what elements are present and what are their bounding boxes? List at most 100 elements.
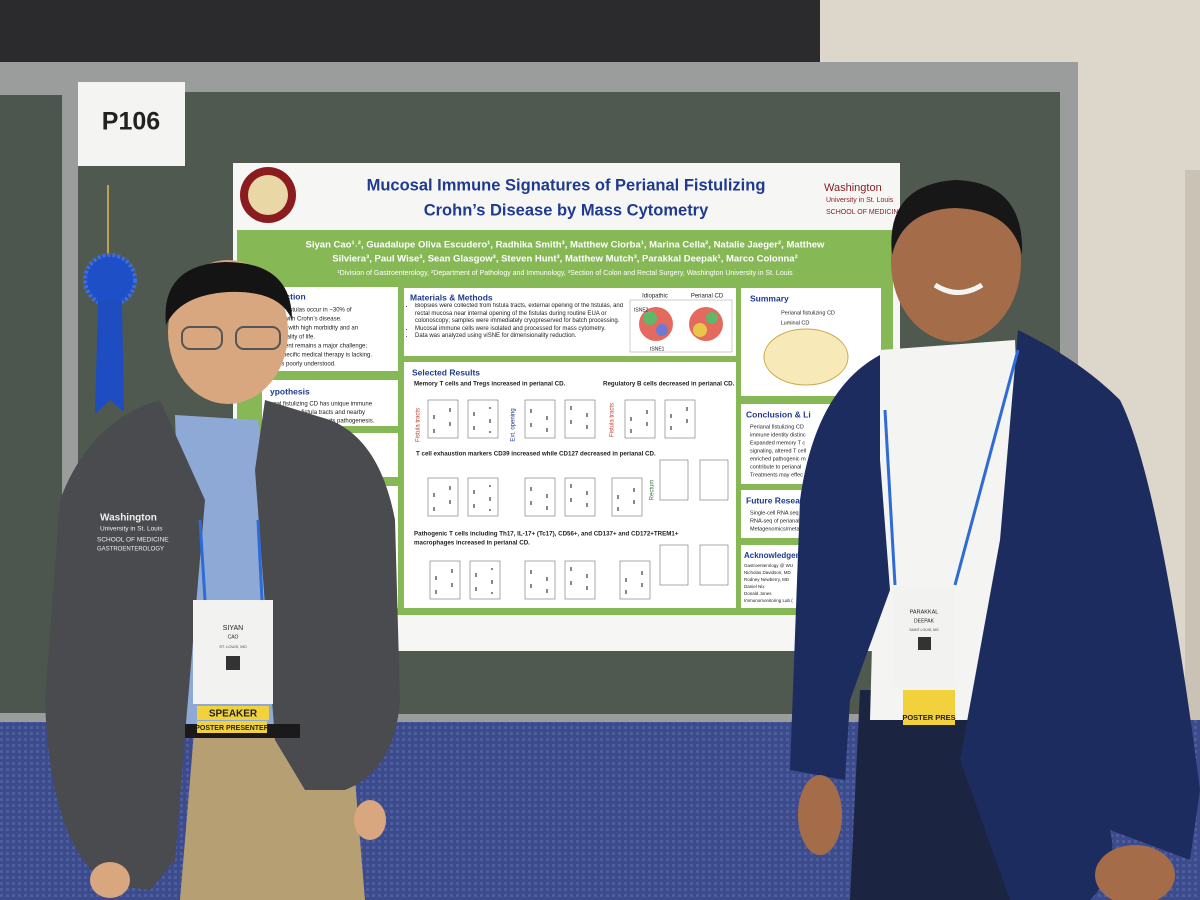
mini-dot bbox=[530, 572, 532, 574]
mini-dot bbox=[570, 583, 572, 585]
poster-authors: Silviera³, Paul Wise³, Sean Glasgow³, St… bbox=[332, 254, 798, 265]
mini-dot bbox=[530, 425, 532, 427]
board-number-card bbox=[78, 82, 185, 166]
conclusion-heading: Conclusion & Li bbox=[746, 409, 811, 419]
mini-dot bbox=[586, 505, 588, 507]
text-line: specific medical therapy is lacking. bbox=[280, 353, 372, 359]
mini-dot bbox=[617, 507, 619, 509]
mini-dot bbox=[449, 488, 451, 490]
text-line: Nicholas Davidson, MD bbox=[744, 570, 792, 575]
poster-logo: University in St. Louis bbox=[826, 197, 894, 204]
smile bbox=[933, 282, 984, 295]
mini-dot bbox=[586, 413, 588, 415]
badge-ribbon-text: POSTER PRESENTER bbox=[195, 725, 269, 732]
text-line: RNA-seq of perianal bbox=[750, 518, 800, 524]
mini-dot bbox=[617, 495, 619, 497]
mini-plot bbox=[564, 399, 596, 439]
poster-logo: SCHOOL OF MEDICINE bbox=[826, 209, 903, 216]
results-row-label: Rectum bbox=[650, 480, 656, 501]
mini-dot bbox=[489, 497, 491, 499]
mini-plot bbox=[659, 459, 689, 501]
mini-plot bbox=[524, 399, 556, 439]
lanyard bbox=[883, 409, 897, 586]
mini-dot bbox=[570, 422, 572, 424]
lanyard bbox=[953, 349, 1020, 586]
mini-dot bbox=[570, 567, 572, 569]
mini-plot bbox=[659, 544, 689, 586]
mini-plot bbox=[467, 477, 499, 517]
mini-dot bbox=[633, 500, 635, 502]
mini-dot bbox=[546, 494, 548, 496]
mini-dot bbox=[530, 584, 532, 586]
mini-dot bbox=[546, 589, 548, 591]
mini-dot bbox=[449, 422, 451, 424]
text-line: quality of life. bbox=[280, 335, 315, 341]
mini-dot bbox=[546, 496, 548, 498]
tsne-axis: tSNE1 bbox=[650, 346, 665, 352]
tsne-cluster bbox=[656, 324, 668, 336]
mini-dot bbox=[491, 580, 493, 582]
ribbon-rosette bbox=[83, 253, 137, 307]
poster-authors: Siyan Cao¹˒², Guadalupe Oliva Escudero¹,… bbox=[306, 240, 826, 251]
mini-dot bbox=[449, 500, 451, 502]
mini-dot bbox=[641, 583, 643, 585]
mini-dot bbox=[433, 429, 435, 431]
mini-dot bbox=[617, 497, 619, 499]
results-finding: Pathogenic T cells including Th17, IL-17… bbox=[414, 531, 679, 538]
mini-dot bbox=[633, 490, 635, 492]
hand bbox=[90, 862, 130, 898]
mini-dot bbox=[686, 421, 688, 423]
badge-city: ST. LOUIS, MO bbox=[219, 644, 247, 649]
mini-dot bbox=[570, 486, 572, 488]
mini-plot bbox=[427, 399, 459, 439]
mini-plot bbox=[619, 560, 651, 600]
summary-label: Luminal CD bbox=[781, 320, 810, 326]
lanyard bbox=[198, 519, 207, 601]
suit-right bbox=[960, 330, 1200, 900]
future-lines: Single-cell RNA seq RNA-seq of perianal Me… bbox=[750, 510, 803, 532]
mini-dot bbox=[530, 409, 532, 411]
results-heading: Selected Results bbox=[412, 367, 480, 377]
conclusion-lines: Perianal fistulizing CD immune identity d… bbox=[750, 424, 806, 478]
board-panel-left bbox=[0, 95, 62, 713]
mini-dot bbox=[475, 575, 477, 577]
tsne-cluster bbox=[643, 311, 657, 325]
hair bbox=[891, 180, 1023, 255]
mini-dot bbox=[451, 585, 453, 587]
mini-dot bbox=[433, 495, 435, 497]
hypothesis-heading: ypothesis bbox=[270, 386, 310, 396]
badge-last: DEEPAK bbox=[914, 618, 935, 624]
mini-dot bbox=[633, 502, 635, 504]
board-number: P106 bbox=[102, 108, 160, 136]
mini-dot bbox=[570, 498, 572, 500]
badge-last: CAO bbox=[228, 634, 239, 640]
methods-heading: Materials & Methods bbox=[410, 292, 493, 302]
mini-dot bbox=[546, 577, 548, 579]
mini-dot bbox=[451, 583, 453, 585]
mini-dot bbox=[586, 493, 588, 495]
tsne-plot bbox=[689, 307, 723, 341]
mini-dot bbox=[475, 587, 477, 589]
mini-dot bbox=[617, 509, 619, 511]
text-line: contribute to perianal bbox=[750, 464, 801, 470]
poster-title: Crohn’s Disease by Mass Cytometry bbox=[424, 201, 709, 219]
glasses bbox=[235, 326, 281, 350]
methods-bullet: Mucosal immune cells were isolated and p… bbox=[415, 326, 628, 334]
mini-dot bbox=[473, 426, 475, 428]
suit-left bbox=[790, 355, 890, 780]
mini-dot bbox=[546, 416, 548, 418]
text-line: enriched pathogenic m bbox=[750, 456, 806, 462]
mini-dot bbox=[530, 501, 532, 503]
mini-plot bbox=[524, 560, 556, 600]
mini-dot bbox=[670, 426, 672, 428]
mini-dot bbox=[670, 416, 672, 418]
mini-dot bbox=[646, 412, 648, 414]
methods-bullet: Data was analyzed using viSNE for dimens… bbox=[415, 333, 628, 341]
future-heading: Future Researc bbox=[746, 495, 808, 505]
jacket-right bbox=[255, 400, 400, 790]
mini-dot bbox=[570, 581, 572, 583]
mini-dot bbox=[473, 414, 475, 416]
text-line: signaling, altered T cell bbox=[750, 448, 806, 454]
